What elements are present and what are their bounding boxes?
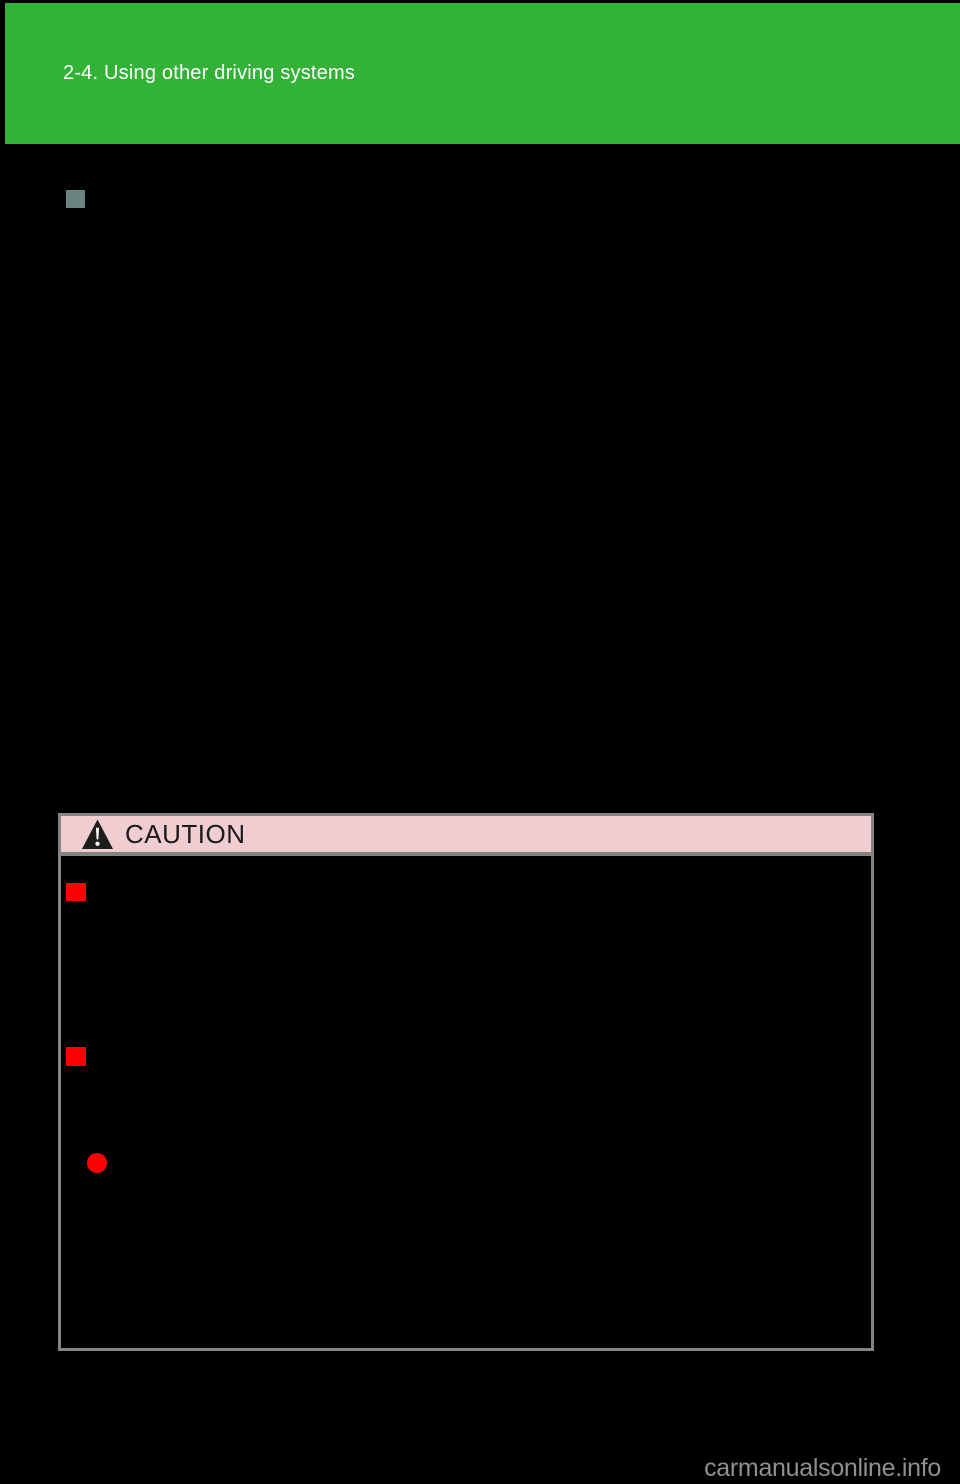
watermark-text: carmanualsonline.info — [704, 1454, 941, 1482]
caution-header: CAUTION — [61, 816, 871, 856]
caution-label: CAUTION — [125, 819, 246, 849]
warning-triangle-icon — [81, 818, 114, 849]
red-circle-bullet — [87, 1153, 107, 1173]
caution-box: CAUTION — [58, 813, 874, 1351]
chapter-title: 2-4. Using other driving systems — [63, 62, 356, 84]
red-square-bullet — [66, 1047, 86, 1066]
red-square-bullet — [66, 883, 86, 901]
chapter-header-band: 2-4. Using other driving systems — [5, 3, 960, 144]
section-bullet-icon — [66, 190, 85, 208]
